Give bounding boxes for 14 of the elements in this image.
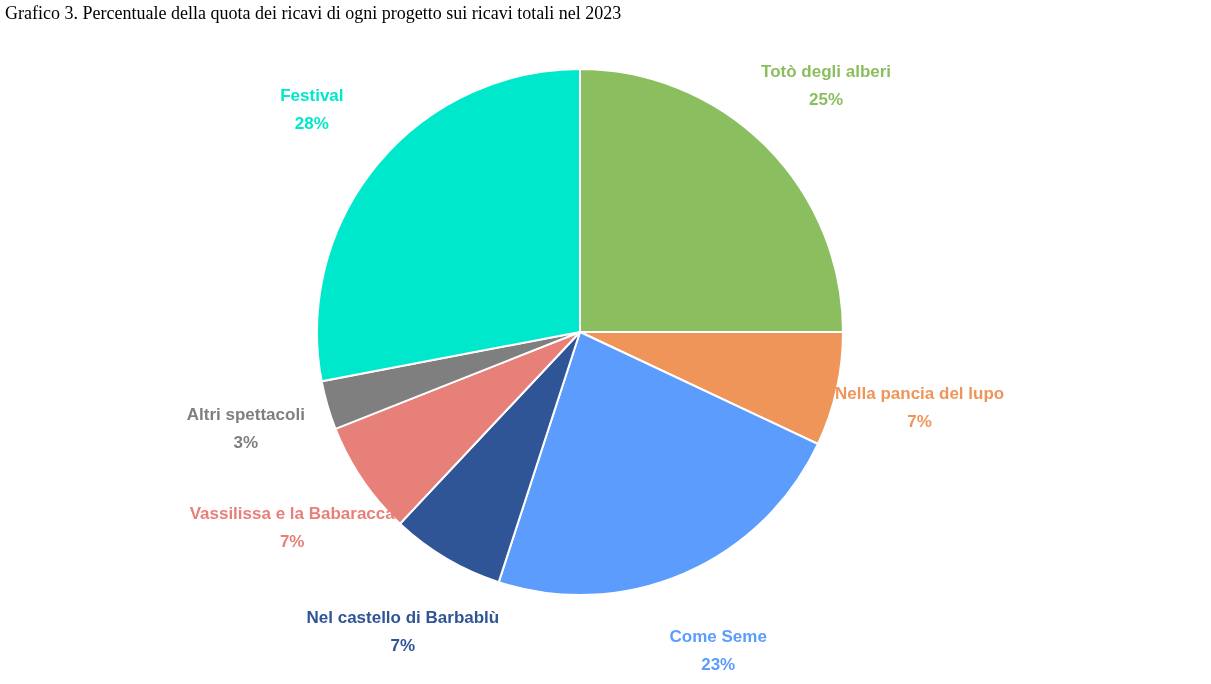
data-label: 28% (294, 114, 329, 134)
data-label: 7% (390, 635, 416, 655)
slice-label: Nel castello di Barbablù (306, 607, 500, 627)
data-label: 23% (701, 655, 736, 675)
data-label: 3% (233, 433, 259, 453)
data-label: 25% (809, 89, 844, 109)
data-label: 7% (279, 531, 305, 551)
slice-label: Festival (280, 86, 344, 106)
slice-label: Totò degli alberi (761, 61, 892, 81)
slice-label: Altri spettacoli (186, 405, 305, 425)
data-label: 7% (907, 411, 932, 431)
chart-title: Grafico 3. Percentuale della quota dei ricavi di ogni progetto sui ricavi totali nel 2023 (5, 3, 622, 23)
slice-label: Nella pancia del lupo (835, 383, 1005, 403)
slice-label: Come Seme (669, 627, 767, 647)
